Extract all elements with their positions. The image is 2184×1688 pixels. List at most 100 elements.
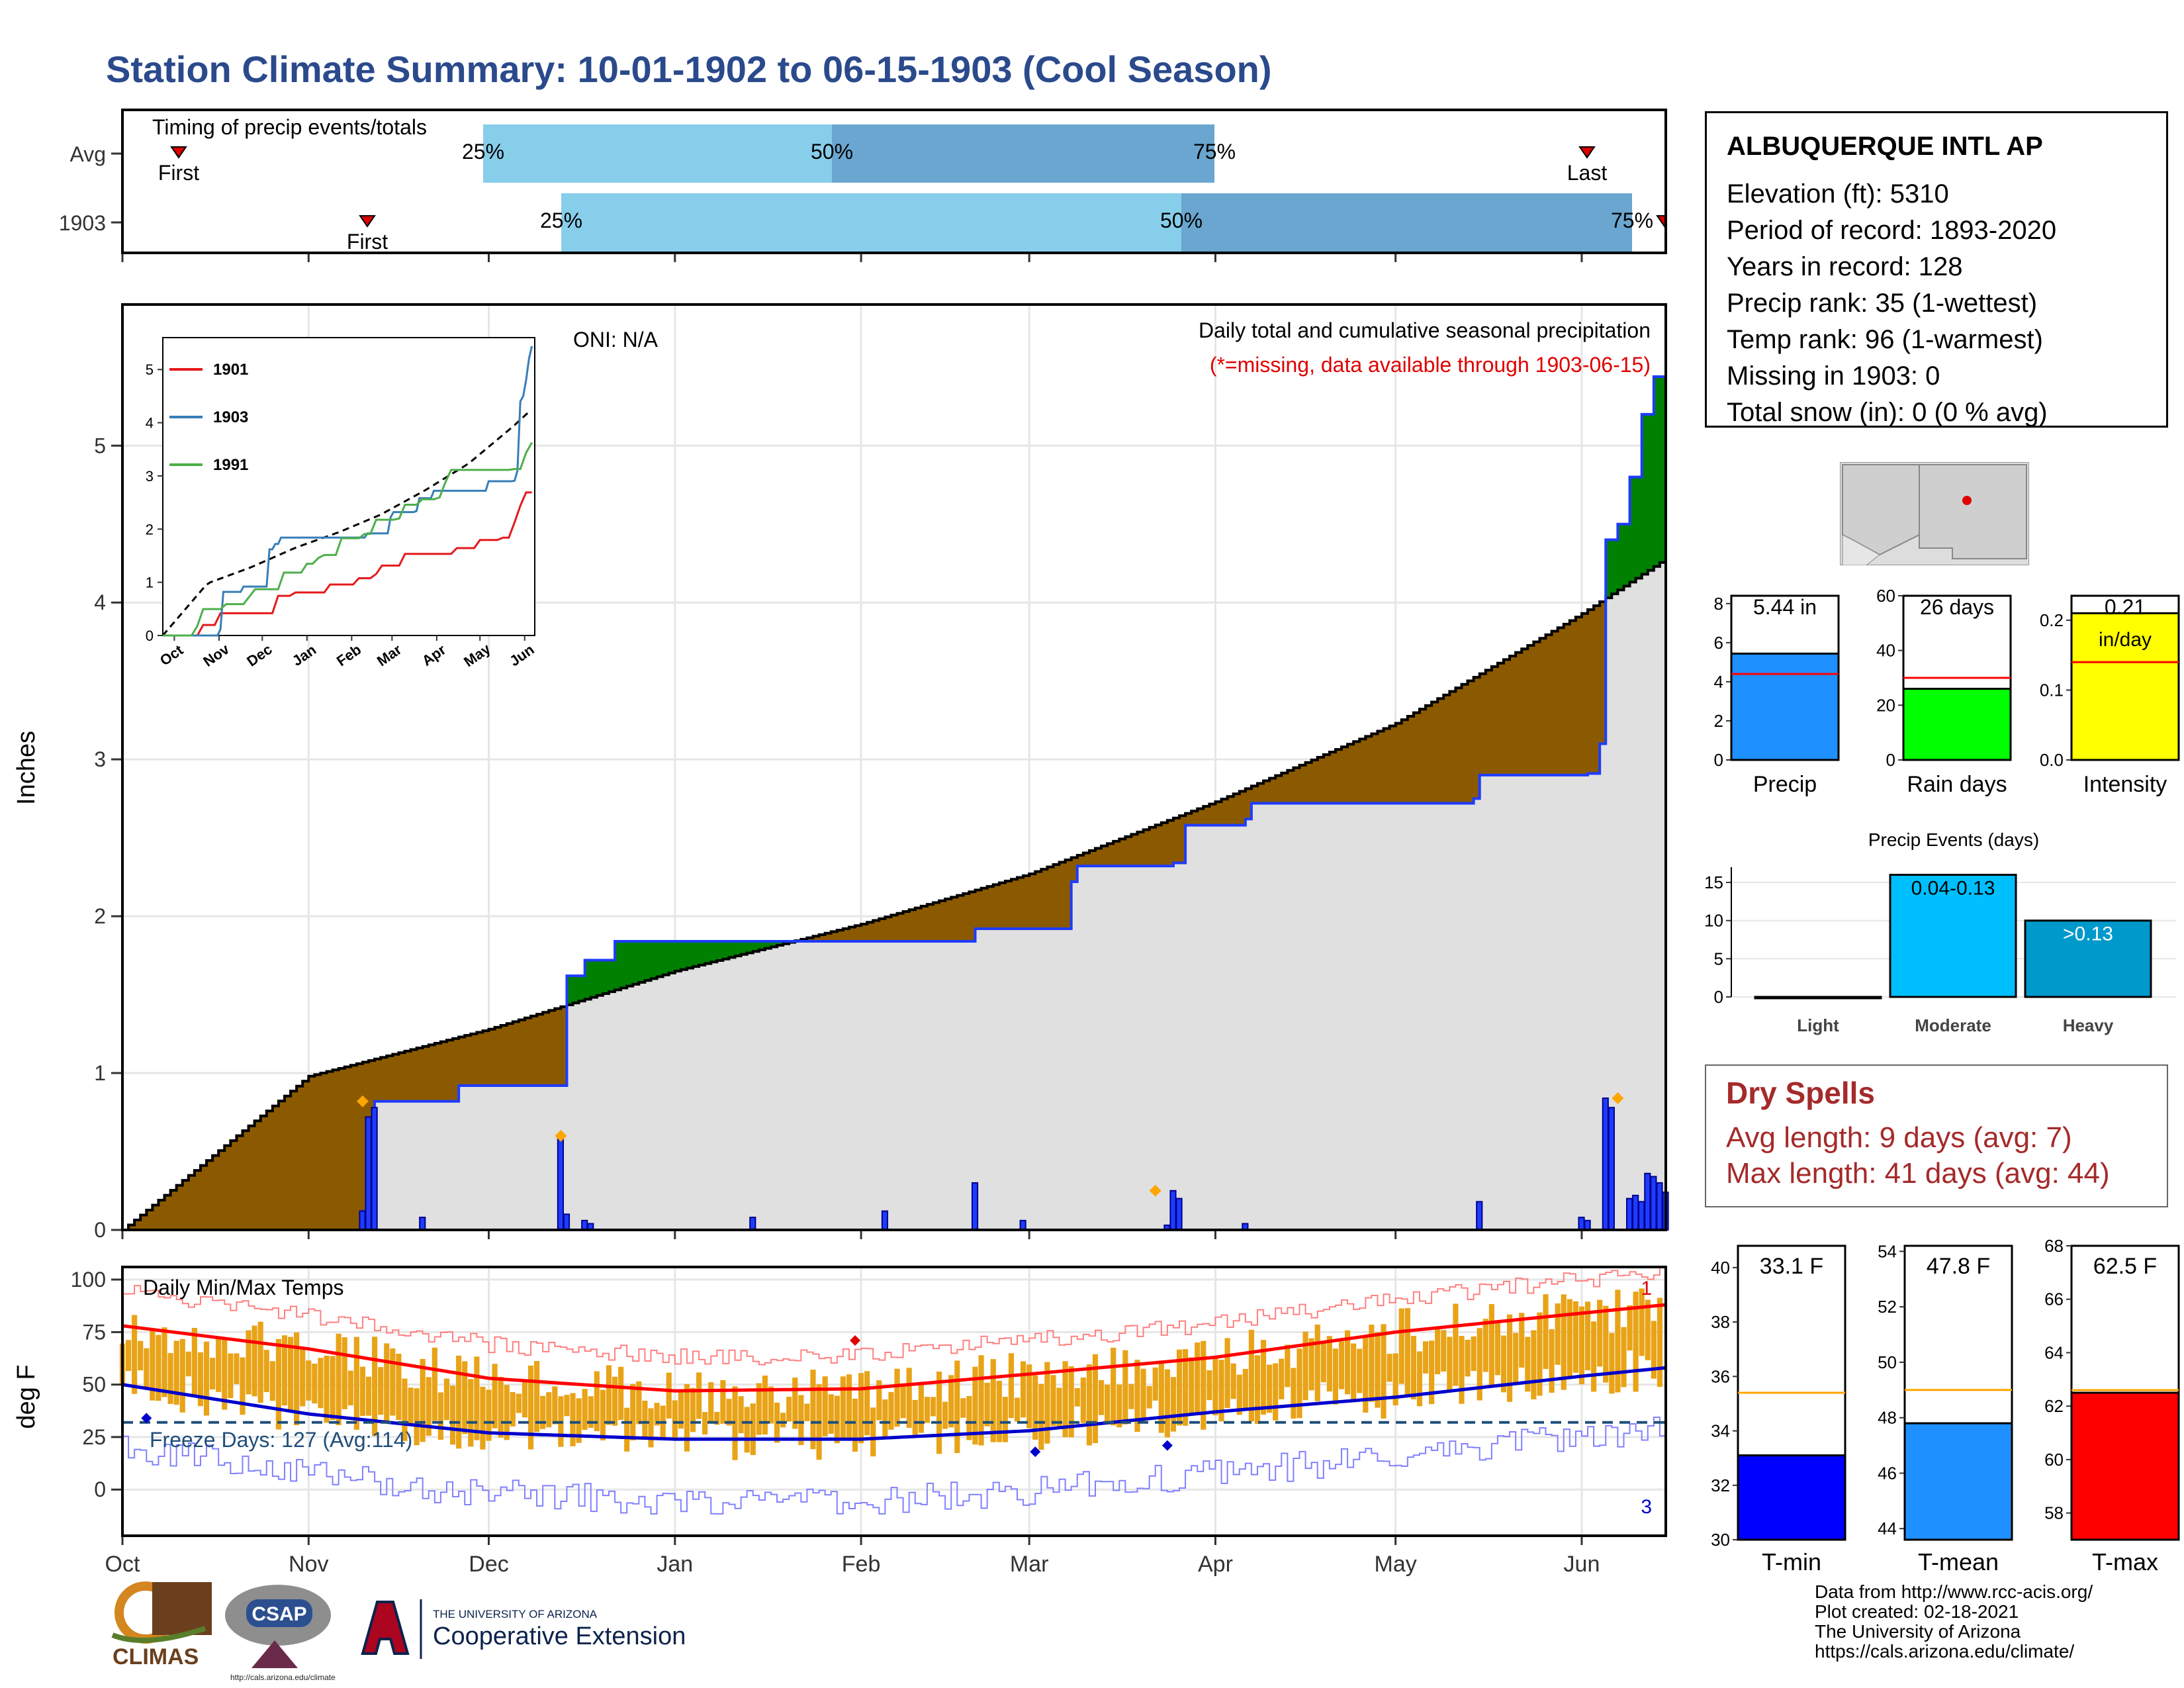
temp-bar-charts: 40 38 36 34 32 30 33.1 F T-min 54 52 50 48 46 44 47.8 … <box>1711 1236 2180 1575</box>
daily-temp-bar <box>984 1382 990 1427</box>
daily-temp-bar <box>1603 1305 1609 1383</box>
ua-name: THE UNIVERSITY OF ARIZONA <box>433 1608 598 1620</box>
daily-temp-bar <box>1375 1332 1381 1408</box>
daily-temp-bar <box>840 1376 846 1439</box>
daily-temp-bar <box>606 1365 612 1425</box>
daily-temp-bar <box>191 1328 197 1397</box>
daily-temp-bar <box>318 1358 324 1409</box>
temp-bar-ytick-label: 60 <box>2044 1450 2064 1470</box>
daily-precip-bar <box>1632 1194 1639 1231</box>
snow-event-marker <box>1612 1092 1624 1104</box>
daily-temp-bar <box>1584 1301 1591 1371</box>
freeze-days-label: Freeze Days: 127 (Avg:114) <box>150 1428 412 1452</box>
dry-spells-box: Dry Spells Avg length: 9 days (avg: 7) M… <box>1705 1064 2168 1207</box>
csap-logo: CSAP http://cals.arizona.edu/climate <box>225 1585 336 1682</box>
mini-ytick-label: 0.1 <box>2040 680 2064 700</box>
events-category-label: Heavy <box>2063 1015 2114 1035</box>
daily-temp-bar <box>1224 1338 1230 1409</box>
daily-temp-bar <box>480 1386 486 1450</box>
daily-temp-bar <box>1555 1303 1561 1365</box>
daily-temp-bar <box>341 1337 347 1409</box>
daily-temp-bar <box>281 1335 288 1406</box>
daily-precip-bar <box>1608 1107 1615 1231</box>
precip-ytick-label: 5 <box>94 434 106 457</box>
daily-temp-bar <box>185 1351 191 1377</box>
daily-temp-bar <box>210 1358 216 1389</box>
mini-ytick-label: 2 <box>1714 711 1723 731</box>
daily-temp-bar <box>1494 1322 1501 1376</box>
month-label: Oct <box>105 1552 140 1577</box>
observed-cumulative-line <box>122 375 1666 1231</box>
inset-legend-label: 1903 <box>213 408 248 426</box>
temp-value-bar <box>2070 1391 2180 1541</box>
daily-temp-bar <box>1158 1363 1164 1433</box>
daily-temp-bar <box>359 1366 366 1416</box>
station-period: Period of record: 1893-2020 <box>1727 216 2057 245</box>
temp-bar-ytick-label: 62 <box>2044 1396 2064 1416</box>
temp-bar-ytick-label: 68 <box>2044 1236 2064 1256</box>
daily-temp-bar <box>527 1365 534 1450</box>
daily-temp-bar <box>1092 1354 1099 1444</box>
snow-event-marker <box>1149 1184 1161 1197</box>
daily-temp-bar <box>197 1352 204 1407</box>
daily-temp-bar <box>564 1395 570 1417</box>
mini-ytick-label: 0.2 <box>2040 610 2064 630</box>
mini-ytick-label: 6 <box>1714 633 1723 653</box>
events-bar <box>1889 874 2017 998</box>
daily-temp-bar <box>1308 1338 1314 1391</box>
daily-temp-bar <box>1056 1387 1062 1428</box>
daily-temp-bar <box>1519 1313 1525 1368</box>
inset-legend-label: 1991 <box>213 456 248 474</box>
timing-label-50: 50% <box>811 140 853 164</box>
daily-temp-bar <box>378 1367 384 1415</box>
daily-temp-bar <box>251 1325 257 1397</box>
timing-frame-outline <box>121 109 1667 254</box>
daily-temp-bar <box>786 1397 792 1422</box>
daily-temp-bar <box>630 1383 636 1440</box>
daily-temp-bar <box>834 1395 840 1444</box>
daily-temp-bar <box>714 1411 720 1425</box>
daily-temp-bar <box>690 1387 696 1432</box>
daily-temp-bar <box>408 1387 414 1425</box>
record-high-line <box>122 1265 1666 1366</box>
daily-temp-bar <box>750 1403 756 1456</box>
timing-bar-50-75 <box>832 124 1214 183</box>
daily-temp-bar <box>437 1392 444 1440</box>
daily-temp-bar <box>918 1384 924 1433</box>
daily-temp-bar <box>1332 1348 1339 1405</box>
csap-badge <box>246 1599 312 1627</box>
credits: Data from http://www.rcc-acis.org/ Plot … <box>1815 1582 2093 1662</box>
daily-temp-bar <box>1591 1321 1597 1392</box>
daily-temp-bar <box>1279 1358 1285 1399</box>
daily-temp-bar <box>1242 1369 1248 1409</box>
precip-chart: 0 1 2 3 4 5 ONI: N/A Daily total and cumulative… <box>13 303 1669 1242</box>
csap-url: http://cals.arizona.edu/climate <box>230 1673 336 1682</box>
daily-temp-bar <box>246 1330 251 1395</box>
daily-temp-bar <box>900 1383 906 1419</box>
temp-bar-ytick-label: 66 <box>2044 1289 2064 1309</box>
temp-bar-ytick-label: 38 <box>1711 1312 1730 1332</box>
timing-chart: Timing of precip events/totals Avg 25% 50% 7… <box>59 109 1691 262</box>
daily-temp-bar <box>222 1338 228 1410</box>
daily-temp-bar <box>390 1348 396 1416</box>
daily-temp-bar <box>324 1356 330 1423</box>
normal-max-line <box>122 1303 1666 1393</box>
climas-logo: CLIMAS <box>111 1581 212 1669</box>
missing-note: (*=missing, data available through 1903-… <box>1210 353 1651 377</box>
mini-value-label: 26 days <box>1920 595 1994 619</box>
daily-temp-bar <box>426 1377 432 1436</box>
daily-temp-bar <box>678 1391 684 1429</box>
daily-temp-bar <box>402 1378 408 1441</box>
inset-ytick-label: 3 <box>146 468 154 485</box>
daily-temp-bar <box>173 1340 179 1405</box>
timing-label-25: 25% <box>540 209 582 232</box>
inset-legend-label: 1901 <box>213 361 248 379</box>
daily-temp-bar <box>1344 1330 1351 1395</box>
daily-temp-bar <box>156 1335 161 1401</box>
precip-ytick-label: 1 <box>94 1061 106 1085</box>
daily-temp-bar <box>456 1355 462 1449</box>
daily-temp-bar <box>618 1366 624 1420</box>
daily-temp-bar <box>1410 1336 1416 1399</box>
credit-data-source: Data from http://www.rcc-acis.org/ <box>1815 1581 2093 1602</box>
daily-precip-bar <box>1019 1219 1026 1231</box>
